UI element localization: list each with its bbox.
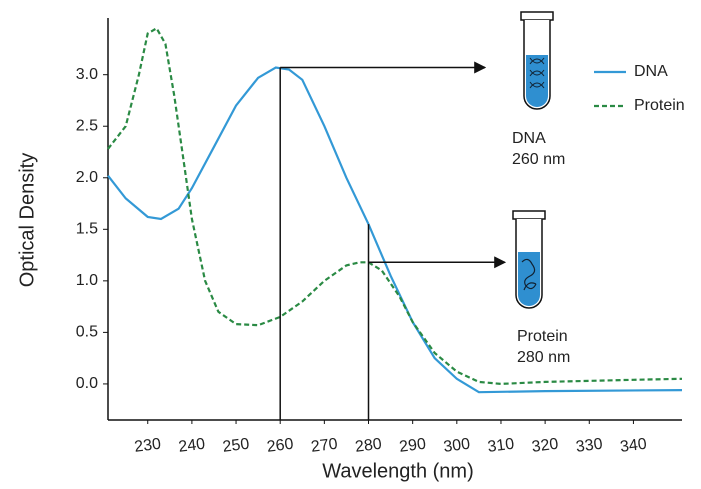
y-tick-label: 2.0 (76, 169, 98, 186)
y-tick-label: 1.0 (76, 272, 98, 289)
x-tick-label: 320 (531, 436, 560, 456)
legend-label: Protein (634, 97, 685, 114)
series-line (107, 26, 683, 386)
x-tick-label: 300 (442, 436, 471, 456)
x-tick-label: 280 (354, 436, 383, 456)
y-tick-label: 0.5 (76, 324, 98, 341)
x-tick-label: 290 (398, 436, 427, 456)
marker-label: DNA (512, 130, 546, 147)
series-line (107, 66, 683, 394)
x-axis-label: Wavelength (nm) (322, 460, 474, 482)
protein-tube (512, 210, 546, 309)
x-tick-label: 270 (310, 436, 339, 456)
x-tick-label: 330 (575, 436, 604, 456)
y-tick-label: 0.0 (76, 375, 98, 392)
y-tick-label: 2.5 (76, 117, 98, 134)
x-tick-label: 260 (266, 436, 295, 456)
marker-label: 260 nm (512, 151, 565, 168)
x-tick-label: 310 (487, 436, 516, 456)
marker-label: Protein (517, 328, 568, 345)
x-tick-label: 240 (178, 436, 207, 456)
y-tick-label: 1.5 (76, 221, 98, 238)
x-tick-label: 250 (222, 436, 251, 456)
y-axis-label: Optical Density (16, 153, 38, 288)
marker-label: 280 nm (517, 349, 570, 366)
x-tick-label: 230 (133, 436, 162, 456)
y-tick-label: 3.0 (76, 66, 98, 83)
dna-tube (520, 11, 554, 110)
legend-label: DNA (634, 63, 668, 80)
x-tick-label: 340 (619, 436, 648, 456)
